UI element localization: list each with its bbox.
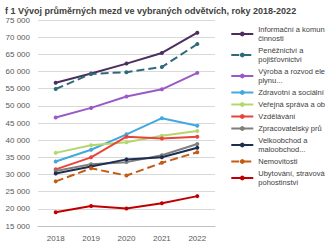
svg-text:pojišťovnictví: pojišťovnictví (258, 55, 303, 64)
svg-text:2022: 2022 (188, 234, 206, 243)
svg-text:Zpracovatelský prů: Zpracovatelský prů (258, 124, 321, 133)
svg-text:Zdravotní a sociální: Zdravotní a sociální (258, 88, 324, 97)
svg-text:pohostinství: pohostinství (258, 178, 299, 187)
svg-text:50 000: 50 000 (6, 101, 31, 110)
svg-text:35 000: 35 000 (6, 153, 31, 162)
svg-text:Ubytování, stravová: Ubytování, stravová (258, 169, 325, 178)
svg-text:20 000: 20 000 (6, 204, 31, 213)
svg-text:2021: 2021 (153, 234, 171, 243)
svg-text:45 000: 45 000 (6, 119, 31, 128)
svg-text:75 000: 75 000 (6, 16, 31, 25)
svg-text:70 000: 70 000 (6, 33, 31, 42)
svg-text:15 000: 15 000 (6, 222, 31, 231)
svg-text:činnosti: činnosti (258, 34, 284, 43)
svg-text:2020: 2020 (118, 234, 136, 243)
svg-text:maloobchod...: maloobchod... (258, 145, 305, 154)
svg-text:Veřejná správa a ob: Veřejná správa a ob (258, 100, 325, 109)
svg-text:Peněžnictví a: Peněžnictví a (258, 46, 304, 55)
svg-text:Informační a komun: Informační a komun (258, 25, 324, 34)
svg-text:Výroba a rozvod ele: Výroba a rozvod ele (258, 67, 325, 76)
svg-text:Vzdělávání: Vzdělávání (258, 112, 296, 121)
svg-text:2019: 2019 (82, 234, 100, 243)
svg-text:30 000: 30 000 (6, 170, 31, 179)
svg-text:60 000: 60 000 (6, 67, 31, 76)
svg-text:40 000: 40 000 (6, 136, 31, 145)
svg-text:65 000: 65 000 (6, 50, 31, 59)
svg-text:2018: 2018 (47, 234, 65, 243)
svg-text:Nemovitosti: Nemovitosti (258, 157, 298, 166)
svg-text:plynu...: plynu... (258, 76, 282, 85)
svg-text:55 000: 55 000 (6, 84, 31, 93)
svg-text:f 1 Vývoj průměrných mezd ve v: f 1 Vývoj průměrných mezd ve vybraných o… (5, 6, 296, 16)
svg-text:Velkoobchod a: Velkoobchod a (258, 136, 308, 145)
svg-text:25 000: 25 000 (6, 187, 31, 196)
